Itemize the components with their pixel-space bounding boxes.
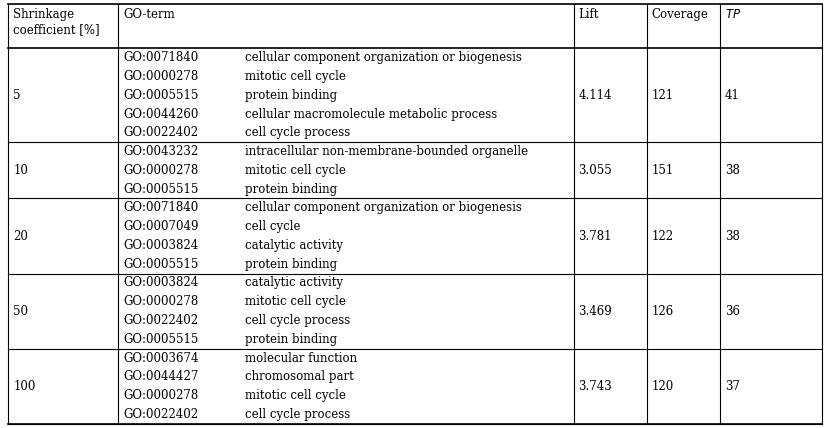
Text: GO-term: GO-term — [123, 8, 175, 21]
Text: Lift: Lift — [579, 8, 599, 21]
Text: GO:0043232: GO:0043232 — [123, 145, 198, 158]
Text: 3.781: 3.781 — [579, 229, 612, 243]
Text: cellular component organization or biogenesis: cellular component organization or bioge… — [245, 201, 522, 214]
Text: $TP$: $TP$ — [725, 8, 741, 21]
Text: intracellular non-membrane-bounded organelle: intracellular non-membrane-bounded organ… — [245, 145, 528, 158]
Text: 37: 37 — [725, 380, 740, 392]
Text: 4.114: 4.114 — [579, 89, 612, 102]
Text: mitotic cell cycle: mitotic cell cycle — [245, 389, 346, 402]
Text: mitotic cell cycle: mitotic cell cycle — [245, 295, 346, 308]
Text: chromosomal part: chromosomal part — [245, 370, 354, 383]
Text: cellular macromolecule metabolic process: cellular macromolecule metabolic process — [245, 107, 497, 121]
Text: protein binding: protein binding — [245, 258, 337, 270]
Text: GO:0003674: GO:0003674 — [123, 351, 198, 365]
Text: GO:0005515: GO:0005515 — [123, 258, 198, 270]
Text: cell cycle process: cell cycle process — [245, 314, 350, 327]
Text: cell cycle process: cell cycle process — [245, 408, 350, 421]
Text: 36: 36 — [725, 305, 740, 318]
Text: 50: 50 — [13, 305, 28, 318]
Text: catalytic activity: catalytic activity — [245, 239, 343, 252]
Text: GO:0044260: GO:0044260 — [123, 107, 198, 121]
Text: cell cycle: cell cycle — [245, 220, 300, 233]
Text: GO:0003824: GO:0003824 — [123, 276, 198, 289]
Text: GO:0071840: GO:0071840 — [123, 201, 198, 214]
Text: GO:0000278: GO:0000278 — [123, 70, 198, 83]
Text: molecular function: molecular function — [245, 351, 357, 365]
Text: 3.469: 3.469 — [579, 305, 613, 318]
Text: GO:0007049: GO:0007049 — [123, 220, 198, 233]
Text: 5: 5 — [13, 89, 21, 102]
Text: 20: 20 — [13, 229, 28, 243]
Text: 120: 120 — [652, 380, 674, 392]
Text: GO:0071840: GO:0071840 — [123, 51, 198, 64]
Text: mitotic cell cycle: mitotic cell cycle — [245, 164, 346, 177]
Text: cell cycle process: cell cycle process — [245, 126, 350, 139]
Text: 121: 121 — [652, 89, 674, 102]
Text: 41: 41 — [725, 89, 740, 102]
Text: 3.743: 3.743 — [579, 380, 613, 392]
Text: GO:0000278: GO:0000278 — [123, 164, 198, 177]
Text: GO:0000278: GO:0000278 — [123, 295, 198, 308]
Text: 10: 10 — [13, 164, 28, 177]
Text: GO:0022402: GO:0022402 — [123, 126, 198, 139]
Text: GO:0003824: GO:0003824 — [123, 239, 198, 252]
Text: cellular component organization or biogenesis: cellular component organization or bioge… — [245, 51, 522, 64]
Text: 38: 38 — [725, 229, 740, 243]
Text: GO:0022402: GO:0022402 — [123, 408, 198, 421]
Text: 38: 38 — [725, 164, 740, 177]
Text: 122: 122 — [652, 229, 674, 243]
Text: Coverage: Coverage — [652, 8, 709, 21]
Text: mitotic cell cycle: mitotic cell cycle — [245, 70, 346, 83]
Text: protein binding: protein binding — [245, 183, 337, 196]
Text: 100: 100 — [13, 380, 36, 392]
Text: 3.055: 3.055 — [579, 164, 613, 177]
Text: protein binding: protein binding — [245, 333, 337, 346]
Text: GO:0022402: GO:0022402 — [123, 314, 198, 327]
Text: Shrinkage
coefficient [%]: Shrinkage coefficient [%] — [13, 8, 100, 36]
Text: catalytic activity: catalytic activity — [245, 276, 343, 289]
Text: GO:0005515: GO:0005515 — [123, 183, 198, 196]
Text: GO:0005515: GO:0005515 — [123, 333, 198, 346]
Text: GO:0000278: GO:0000278 — [123, 389, 198, 402]
Text: 126: 126 — [652, 305, 674, 318]
Text: GO:0005515: GO:0005515 — [123, 89, 198, 102]
Text: protein binding: protein binding — [245, 89, 337, 102]
Text: 151: 151 — [652, 164, 674, 177]
Text: GO:0044427: GO:0044427 — [123, 370, 198, 383]
